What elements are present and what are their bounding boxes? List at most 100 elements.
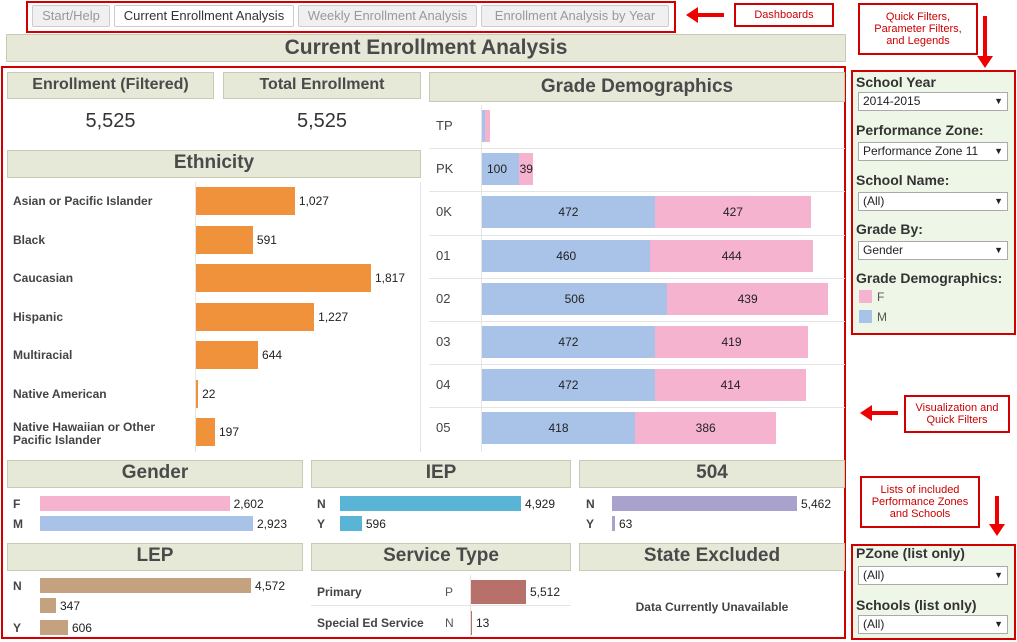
- performance-zone-label: Performance Zone:: [856, 122, 984, 138]
- pzone-list-label: PZone (list only): [856, 545, 965, 561]
- s504-value: 63: [619, 517, 633, 531]
- tab-current-enrollment[interactable]: Current Enrollment Analysis: [114, 5, 294, 27]
- service-type-header: Service Type: [311, 543, 571, 571]
- ethnicity-bar: [196, 264, 371, 292]
- grade-label: 01: [436, 247, 451, 263]
- ethnicity-bar: [196, 379, 199, 408]
- ethnicity-header: Ethnicity: [7, 150, 421, 178]
- gender-value: 2,602: [233, 497, 264, 511]
- performance-zone-value: Performance Zone 11: [863, 144, 979, 158]
- pzone-list-dropdown[interactable]: (All) ▼: [858, 566, 1008, 585]
- ethnicity-label: Black: [13, 232, 46, 247]
- gender-bar: [40, 516, 253, 531]
- ethnicity-label: Multiracial: [13, 348, 73, 362]
- grade-label: TP: [436, 118, 453, 133]
- schools-list-dropdown[interactable]: (All) ▼: [858, 615, 1008, 634]
- lists-panel-highlight: [851, 544, 1016, 640]
- state-excluded-message: Data Currently Unavailable: [635, 600, 789, 614]
- chevron-down-icon: ▼: [994, 619, 1003, 629]
- gender-bar: [40, 496, 230, 511]
- ethnicity-label: Hispanic: [13, 309, 64, 324]
- grade-label: 05: [436, 420, 451, 436]
- grade-label: 03: [436, 334, 451, 349]
- grade-bar-male: 472: [482, 369, 655, 402]
- grade-label: 02: [436, 290, 451, 306]
- state-excluded-header: State Excluded: [579, 543, 845, 571]
- lep-row-label: Y: [13, 621, 22, 635]
- grade-bar-female: [484, 110, 490, 142]
- legend-m-swatch[interactable]: [859, 310, 872, 323]
- grade-row-divider: [429, 364, 845, 366]
- ethnicity-bar: [196, 418, 215, 446]
- total-enrollment-header: Total Enrollment: [223, 72, 421, 99]
- schools-list-label: Schools (list only): [856, 597, 977, 613]
- gender-row-label: F: [13, 497, 21, 511]
- grade-label: PK: [436, 161, 454, 177]
- school-year-dropdown[interactable]: 2014-2015 ▼: [858, 92, 1008, 111]
- visualization-callout: Visualization and Quick Filters: [904, 395, 1010, 433]
- school-name-dropdown[interactable]: (All) ▼: [858, 192, 1008, 211]
- s504-row-label: Y: [586, 517, 595, 531]
- grade-label: 0K: [436, 204, 452, 220]
- filter-panel-highlight: [851, 70, 1016, 335]
- grade-bar-male: 418: [482, 412, 636, 445]
- ethnicity-value: 591: [256, 232, 277, 247]
- iep-value: 596: [365, 517, 386, 531]
- lep-bar: [40, 620, 68, 635]
- grade-by-value: Gender: [863, 243, 904, 257]
- page-title: Current Enrollment Analysis: [6, 34, 846, 62]
- s504-value: 5,462: [801, 497, 832, 511]
- tab-start-help[interactable]: Start/Help: [32, 5, 110, 27]
- lep-header: LEP: [7, 543, 303, 571]
- grade-bar-female: 419: [654, 326, 809, 358]
- performance-zone-dropdown[interactable]: Performance Zone 11 ▼: [858, 142, 1008, 161]
- school-year-value: 2014-2015: [863, 94, 921, 108]
- service-type-code: N: [445, 616, 454, 630]
- service-type-value: 5,512: [530, 585, 561, 599]
- ethnicity-divider: [195, 182, 196, 452]
- grade-bar-female: 444: [650, 239, 813, 272]
- total-enrollment-value: 5,525: [296, 110, 348, 132]
- s504-bar: [612, 496, 797, 511]
- ethnicity-right-border: [420, 182, 421, 452]
- gender-value: 2,923: [257, 517, 288, 531]
- grade-bar-male: 472: [482, 326, 655, 358]
- ethnicity-value: 1,227: [318, 309, 349, 324]
- grade-bar-female: 414: [654, 369, 807, 402]
- ethnicity-label: Native Hawaiian or Other Pacific Islande…: [13, 420, 156, 447]
- lists-callout: Lists of included Performance Zones and …: [860, 476, 980, 528]
- grade-bar-female: 386: [635, 412, 777, 445]
- ethnicity-value: 644: [262, 348, 283, 362]
- service-type-bar: [471, 611, 472, 635]
- tab-weekly-enrollment[interactable]: Weekly Enrollment Analysis: [298, 5, 477, 27]
- lep-value: 4,572: [255, 579, 286, 593]
- chevron-down-icon: ▼: [994, 245, 1003, 255]
- grade-bar-female: 427: [654, 196, 812, 229]
- ethnicity-value: 22: [202, 386, 216, 401]
- legend-f-swatch[interactable]: [859, 290, 872, 303]
- school-name-label: School Name:: [856, 172, 950, 188]
- grade-by-label: Grade By:: [856, 221, 923, 237]
- grade-row-divider: [429, 277, 845, 279]
- iep-row-label: N: [317, 497, 326, 511]
- grade-row-divider: [429, 407, 845, 409]
- grade-bar-male: 472: [482, 196, 655, 229]
- ethnicity-value: 1,027: [298, 194, 329, 208]
- tab-enrollment-by-year[interactable]: Enrollment Analysis by Year: [481, 5, 669, 27]
- lep-row-label: N: [13, 579, 22, 593]
- grade-bar-male: 506: [482, 282, 668, 315]
- gender-row-label: M: [13, 517, 23, 531]
- ethnicity-label: Caucasian: [13, 271, 74, 285]
- gender-header: Gender: [7, 460, 303, 488]
- ethnicity-bar: [196, 341, 259, 369]
- ethnicity-bar: [196, 225, 253, 254]
- ethnicity-label: Asian or Pacific Islander: [13, 194, 153, 208]
- dashboards-highlight: [26, 1, 676, 33]
- section-504-header: 504: [579, 460, 845, 488]
- lep-value: 606: [71, 621, 92, 635]
- visualization-highlight: [1, 66, 846, 639]
- grade-row-divider: [429, 148, 845, 150]
- s504-bar: [612, 516, 615, 531]
- service-type-value: 13: [476, 616, 490, 630]
- grade-by-dropdown[interactable]: Gender ▼: [858, 241, 1008, 260]
